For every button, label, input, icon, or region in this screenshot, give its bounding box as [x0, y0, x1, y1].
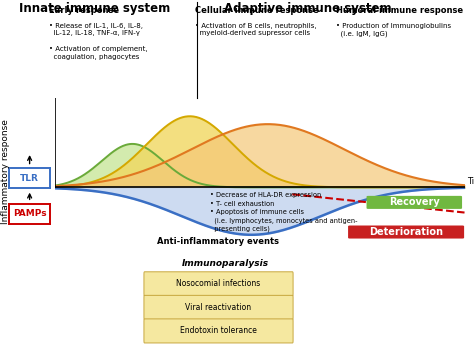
FancyBboxPatch shape — [348, 226, 464, 238]
Text: Adaptive immune system: Adaptive immune system — [224, 2, 392, 15]
Text: • Release of IL-1, IL-6, IL-8,
  IL-12, IL-18, TNF-α, IFN-γ

• Activation of com: • Release of IL-1, IL-6, IL-8, IL-12, IL… — [49, 23, 148, 59]
Text: Viral reactivation: Viral reactivation — [185, 303, 252, 312]
Text: • Activation of B cells, neutrophils,
  myeloid-derived supressor cells: • Activation of B cells, neutrophils, my… — [195, 23, 316, 36]
Text: Inflammatory response: Inflammatory response — [1, 120, 10, 224]
Text: Nosocomial infections: Nosocomial infections — [176, 279, 261, 288]
Text: Immunoparalysis: Immunoparalysis — [182, 259, 269, 268]
Text: PAMPs: PAMPs — [13, 209, 46, 218]
Text: Anti-inflammatory events: Anti-inflammatory events — [157, 237, 279, 246]
Text: • Decrease of HLA-DR expression
• T- cell exhaustion
• Apoptosis of immune cells: • Decrease of HLA-DR expression • T- cel… — [210, 192, 358, 232]
Text: Humoral immune response: Humoral immune response — [336, 6, 463, 15]
FancyBboxPatch shape — [144, 319, 293, 343]
FancyBboxPatch shape — [366, 196, 462, 209]
Text: Time: Time — [466, 177, 474, 186]
Text: Cellular immune response: Cellular immune response — [195, 6, 319, 15]
Text: Deterioration: Deterioration — [369, 227, 443, 237]
Text: Recovery: Recovery — [389, 197, 440, 207]
FancyBboxPatch shape — [144, 295, 293, 319]
Text: • Production of Immunoglobulins
  (i.e. IgM, IgG): • Production of Immunoglobulins (i.e. Ig… — [336, 23, 451, 37]
FancyBboxPatch shape — [144, 272, 293, 296]
Text: TLR: TLR — [20, 174, 39, 183]
Text: Early response: Early response — [49, 6, 119, 15]
Text: Innate immune system: Innate immune system — [19, 2, 171, 15]
Text: Endotoxin tolerance: Endotoxin tolerance — [180, 326, 257, 335]
